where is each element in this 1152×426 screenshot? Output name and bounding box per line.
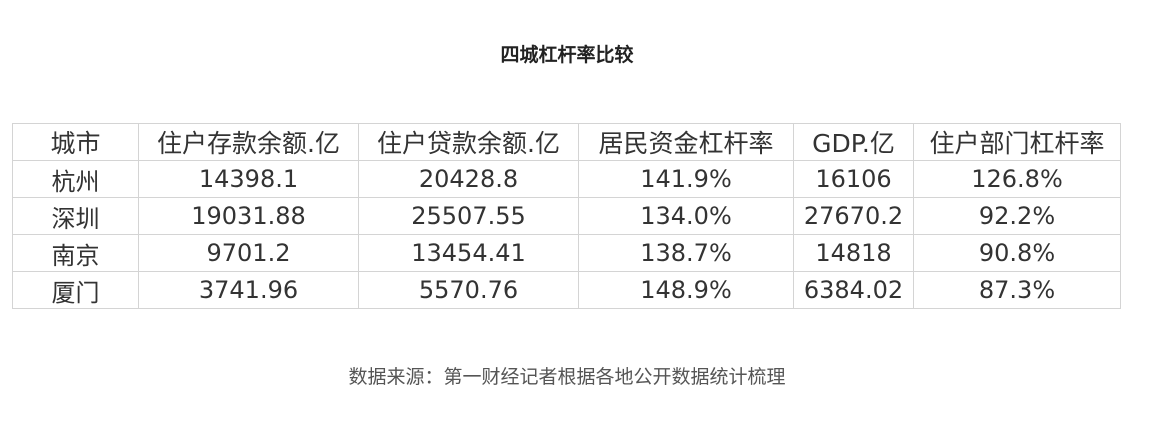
value-cell: 14818 <box>793 234 914 272</box>
value-cell: 27670.2 <box>793 197 914 235</box>
header-cell: 城市 <box>12 123 139 161</box>
value-cell: 16106 <box>793 160 914 198</box>
value-cell: 5570.76 <box>358 271 579 309</box>
table-title: 四城杠杆率比较 <box>500 44 634 66</box>
data-source-note: 数据来源：第一财经记者根据各地公开数据统计梳理 <box>348 366 786 388</box>
city-cell: 深圳 <box>12 197 139 235</box>
value-cell: 3741.96 <box>138 271 359 309</box>
value-cell: 9701.2 <box>138 234 359 272</box>
value-cell: 25507.55 <box>358 197 579 235</box>
header-row: 城市 住户存款余额.亿 住户贷款余额.亿 居民资金杠杆率 GDP.亿 住户部门杠… <box>12 123 1121 161</box>
value-cell: 13454.41 <box>358 234 579 272</box>
value-cell: 148.9% <box>578 271 794 309</box>
header-cell: 住户存款余额.亿 <box>138 123 359 161</box>
value-cell: 6384.02 <box>793 271 914 309</box>
value-cell: 138.7% <box>578 234 794 272</box>
value-cell: 126.8% <box>913 160 1121 198</box>
value-cell: 87.3% <box>913 271 1121 309</box>
city-cell: 厦门 <box>12 271 139 309</box>
header-cell: 居民资金杠杆率 <box>578 123 794 161</box>
header-cell: GDP.亿 <box>793 123 914 161</box>
value-cell: 92.2% <box>913 197 1121 235</box>
table-row: 南京 9701.2 13454.41 138.7% 14818 90.8% <box>12 234 1121 272</box>
table-row: 厦门 3741.96 5570.76 148.9% 6384.02 87.3% <box>12 271 1121 309</box>
leverage-table: 城市 住户存款余额.亿 住户贷款余额.亿 居民资金杠杆率 GDP.亿 住户部门杠… <box>12 123 1121 309</box>
value-cell: 141.9% <box>578 160 794 198</box>
table-row: 深圳 19031.88 25507.55 134.0% 27670.2 92.2% <box>12 197 1121 235</box>
value-cell: 14398.1 <box>138 160 359 198</box>
table-row: 杭州 14398.1 20428.8 141.9% 16106 126.8% <box>12 160 1121 198</box>
city-cell: 南京 <box>12 234 139 272</box>
value-cell: 20428.8 <box>358 160 579 198</box>
value-cell: 19031.88 <box>138 197 359 235</box>
city-cell: 杭州 <box>12 160 139 198</box>
header-cell: 住户部门杠杆率 <box>913 123 1121 161</box>
value-cell: 134.0% <box>578 197 794 235</box>
value-cell: 90.8% <box>913 234 1121 272</box>
header-cell: 住户贷款余额.亿 <box>358 123 579 161</box>
